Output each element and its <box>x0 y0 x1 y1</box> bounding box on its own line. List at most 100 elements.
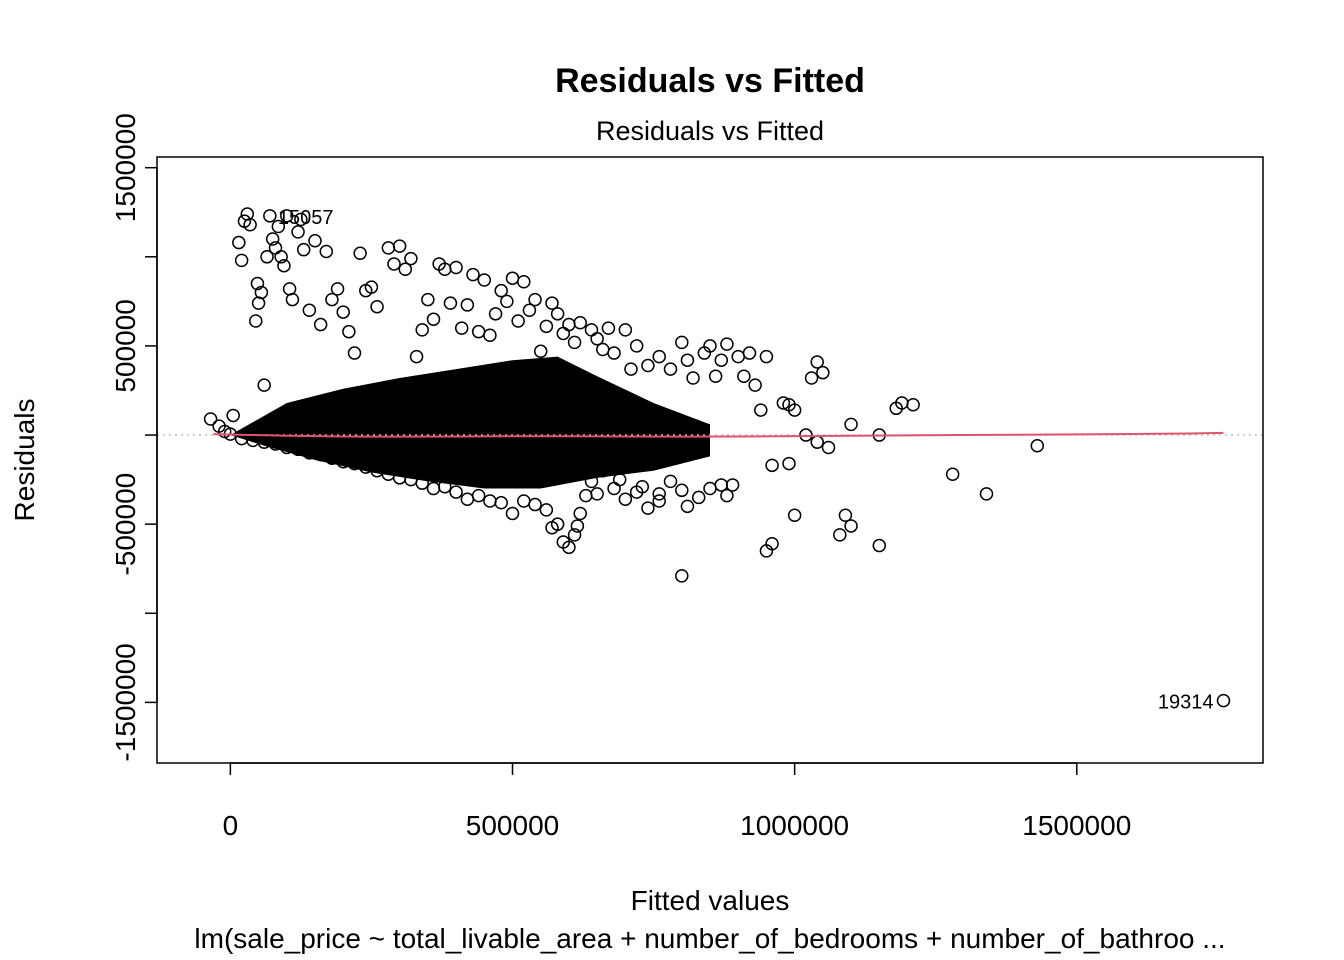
data-point <box>539 319 554 334</box>
data-point <box>302 303 317 318</box>
data-point <box>296 242 311 257</box>
data-point <box>545 520 559 535</box>
data-point <box>517 494 531 508</box>
data-point <box>570 519 585 533</box>
data-point <box>319 244 334 259</box>
data-point <box>415 323 429 337</box>
data-point <box>652 349 666 364</box>
data-point <box>313 317 328 332</box>
y-axis: -1500000 -500000 500000 1500000 <box>110 113 158 762</box>
x-tick-label: 0 <box>223 810 239 841</box>
data-point <box>601 321 616 335</box>
data-point <box>539 503 554 517</box>
data-point <box>624 362 638 376</box>
data-point <box>804 371 819 385</box>
data-point <box>556 326 571 341</box>
data-point <box>725 478 740 492</box>
data-point <box>271 219 286 234</box>
data-point <box>528 497 542 512</box>
data-point <box>906 397 920 412</box>
data-point <box>618 323 633 337</box>
y-tick-label: 500000 <box>110 299 141 392</box>
data-point <box>291 225 305 239</box>
data-point <box>562 317 576 332</box>
outlier-label: 19314 <box>1158 692 1214 714</box>
data-point <box>250 276 265 291</box>
data-point <box>545 296 559 310</box>
data-point <box>263 209 277 223</box>
data-point <box>483 328 497 342</box>
data-point <box>347 346 362 360</box>
data-point <box>579 488 593 503</box>
data-point <box>641 501 655 515</box>
chart-title: Residuals vs Fitted <box>555 62 865 100</box>
data-point <box>387 257 401 271</box>
data-point <box>584 323 599 337</box>
data-point <box>353 246 367 260</box>
data-point <box>703 339 717 353</box>
data-point <box>731 349 745 364</box>
data-point <box>426 312 441 326</box>
data-point <box>567 335 582 350</box>
data-point <box>522 303 537 318</box>
y-tick-label: 1500000 <box>110 113 141 222</box>
x-tick-label: 500000 <box>466 810 559 841</box>
data-point <box>945 467 960 482</box>
x-axis: 0 500000 1000000 1500000 <box>223 762 1131 841</box>
dense-residual-cloud <box>230 356 710 489</box>
data-point <box>629 339 644 353</box>
data-point <box>618 492 633 506</box>
data-point <box>274 250 288 264</box>
data-point <box>652 487 666 501</box>
y-axis-label: Residuals <box>9 399 40 522</box>
data-point <box>708 369 723 383</box>
outlier-labels: 15057 19314 <box>278 207 1214 714</box>
data-point <box>330 282 345 296</box>
data-point <box>449 260 463 275</box>
data-point <box>556 535 571 549</box>
data-point <box>596 463 610 478</box>
data-point <box>336 305 350 319</box>
data-point <box>821 440 836 455</box>
data-point <box>596 342 610 357</box>
data-point <box>471 488 486 503</box>
data-point <box>680 499 695 514</box>
data-point <box>254 285 269 300</box>
data-point <box>511 314 525 328</box>
data-point <box>285 292 300 307</box>
data-point <box>370 299 384 314</box>
data-point <box>240 207 255 221</box>
data-point <box>680 353 695 367</box>
data-point <box>590 487 604 501</box>
data-point <box>844 519 858 533</box>
data-point <box>584 474 599 489</box>
model-caption: lm(sale_price ~ total_livable_area + num… <box>194 923 1225 954</box>
dense-cloud-core <box>230 356 710 489</box>
data-point <box>844 417 858 432</box>
data-point <box>652 494 666 508</box>
data-point <box>249 314 263 328</box>
data-point <box>641 358 655 373</box>
data-point <box>392 239 407 253</box>
data-point <box>364 280 379 294</box>
x-tick-label: 1500000 <box>1022 810 1131 841</box>
data-point <box>737 369 751 383</box>
data-point <box>460 298 475 312</box>
data-point <box>466 267 480 282</box>
data-point <box>810 355 824 369</box>
data-point <box>686 371 700 385</box>
residual-points <box>203 207 1231 708</box>
data-point <box>517 275 531 289</box>
data-point <box>308 234 322 248</box>
data-point <box>443 296 458 310</box>
data-point <box>567 528 582 542</box>
x-axis-label: Fitted values <box>631 885 790 916</box>
data-point <box>232 235 246 250</box>
data-point <box>573 316 587 330</box>
data-point <box>663 474 678 489</box>
data-point <box>533 344 548 359</box>
data-point <box>494 496 508 510</box>
outlier-label: 15057 <box>278 207 334 229</box>
data-point <box>1030 438 1045 453</box>
data-point <box>635 479 650 494</box>
